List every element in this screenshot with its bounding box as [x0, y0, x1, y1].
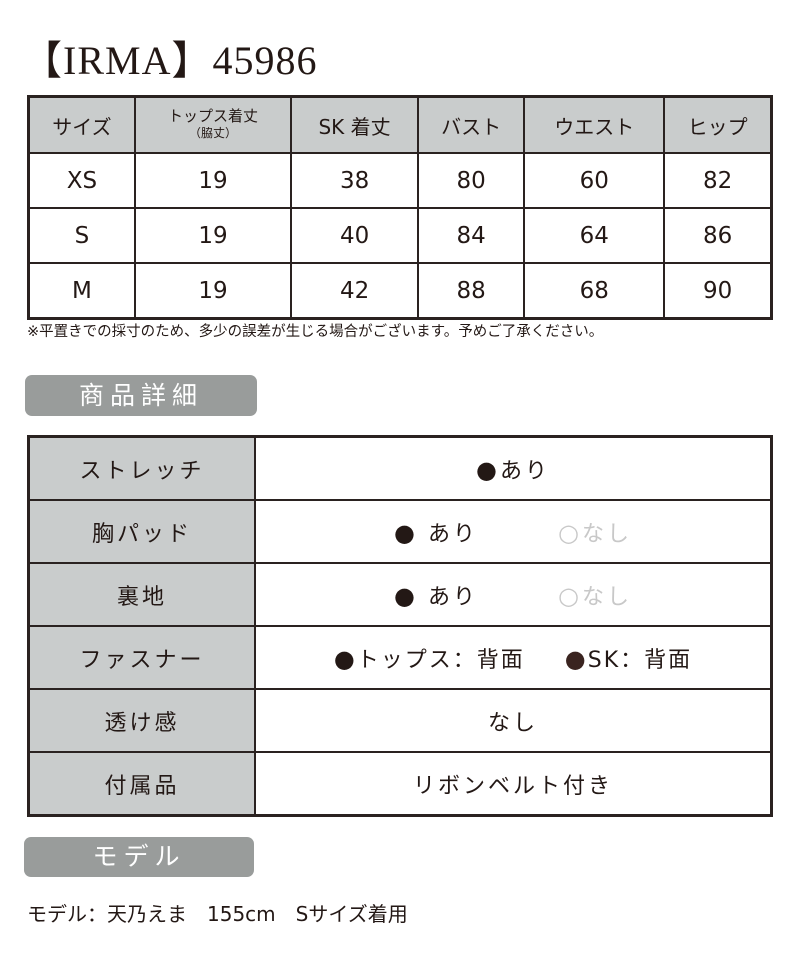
detail-value: ●あり: [254, 435, 773, 501]
option: ●トップス：背面: [334, 642, 525, 674]
hollow-circle-icon: ○: [558, 581, 582, 610]
detail-value: ●トップス：背面 ●SK：背面: [254, 625, 773, 690]
details-heading: 商品詳細: [25, 375, 257, 416]
filled-circle-icon: ●: [476, 455, 500, 484]
size-table: サイズ トップス着丈 （脇丈） SK 着丈 バスト ウエスト ヒップ XS 19 38…: [27, 95, 773, 320]
filled-circle-icon: ●: [564, 644, 588, 673]
option: ● あり: [394, 579, 478, 611]
option: ●SK：背面: [565, 642, 692, 674]
filled-circle-icon: ●: [333, 644, 357, 673]
detail-row-sheer: 透け感 なし: [27, 688, 773, 753]
option-text: あり: [427, 521, 478, 547]
detail-value: ● あり ○なし: [254, 499, 773, 564]
cell: 86: [663, 207, 773, 264]
cell: M: [27, 262, 136, 320]
detail-row-lining: 裏地 ● あり ○なし: [27, 562, 773, 627]
option-text: トップス：背面: [356, 647, 525, 673]
detail-label: ストレッチ: [27, 435, 256, 501]
filled-circle-icon: ●: [394, 518, 418, 547]
option-text: なし: [581, 584, 632, 610]
cell: 82: [663, 152, 773, 209]
detail-row-accessories: 付属品 リボンベルト付き: [27, 751, 773, 817]
header-size: サイズ: [27, 95, 136, 154]
cell: 19: [133, 207, 293, 264]
cell: 88: [416, 262, 526, 320]
cell: 68: [523, 262, 666, 320]
size-table-header: サイズ トップス着丈 （脇丈） SK 着丈 バスト ウエスト ヒップ: [27, 95, 773, 154]
cell: 19: [133, 152, 293, 209]
detail-label: 胸パッド: [27, 499, 256, 564]
option-text: SK：背面: [587, 647, 693, 673]
detail-label: ファスナー: [27, 625, 256, 690]
table-row: M 19 42 88 68 90: [27, 262, 773, 320]
detail-label: 裏地: [27, 562, 256, 627]
detail-row-fastener: ファスナー ●トップス：背面 ●SK：背面: [27, 625, 773, 690]
filled-circle-icon: ●: [394, 581, 418, 610]
option: ○なし: [558, 579, 632, 611]
table-row: S 19 40 84 64 86: [27, 207, 773, 264]
option-text: なし: [581, 521, 632, 547]
cell: 60: [523, 152, 666, 209]
detail-value: リボンベルト付き: [254, 751, 773, 817]
header-tops-length: トップス着丈 （脇丈）: [133, 95, 293, 154]
cell: XS: [27, 152, 136, 209]
detail-label: 付属品: [27, 751, 256, 817]
hollow-circle-icon: ○: [558, 518, 582, 547]
option-text: あり: [427, 584, 478, 610]
option: ● あり: [394, 516, 478, 548]
table-row: XS 19 38 80 60 82: [27, 152, 773, 209]
model-heading: モデル: [24, 837, 254, 877]
option-text: あり: [499, 458, 550, 484]
header-waist: ウエスト: [523, 95, 666, 154]
cell: 64: [523, 207, 666, 264]
option: ○なし: [558, 516, 632, 548]
header-tops-length-sub: （脇丈）: [189, 126, 238, 140]
header-tops-length-label: トップス着丈: [168, 107, 259, 125]
detail-value: ● あり ○なし: [254, 562, 773, 627]
model-info: モデル：天乃えま 155cm Sサイズ着用: [27, 902, 408, 926]
detail-row-stretch: ストレッチ ●あり: [27, 435, 773, 501]
cell: 84: [416, 207, 526, 264]
header-bust: バスト: [416, 95, 526, 154]
cell: S: [27, 207, 136, 264]
cell: 90: [663, 262, 773, 320]
cell: 42: [290, 262, 419, 320]
detail-label: 透け感: [27, 688, 256, 753]
header-sk-length: SK 着丈: [290, 95, 419, 154]
detail-value: なし: [254, 688, 773, 753]
cell: 80: [416, 152, 526, 209]
cell: 38: [290, 152, 419, 209]
details-table: ストレッチ ●あり 胸パッド ● あり ○なし 裏地 ● あり ○なし ファスナー …: [27, 435, 773, 817]
measurement-note: ※平置きでの採寸のため、多少の誤差が生じる場合がございます。予めご了承ください。: [27, 324, 604, 340]
header-hip: ヒップ: [663, 95, 773, 154]
cell: 19: [133, 262, 293, 320]
detail-row-bust-pad: 胸パッド ● あり ○なし: [27, 499, 773, 564]
option: ●あり: [476, 453, 550, 485]
cell: 40: [290, 207, 419, 264]
page-title: 【IRMA】45986: [22, 38, 318, 83]
